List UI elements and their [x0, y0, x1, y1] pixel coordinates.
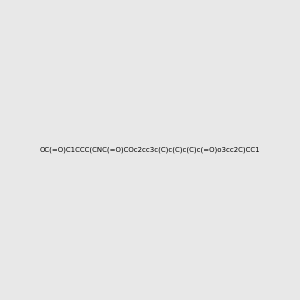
Text: OC(=O)C1CCC(CNC(=O)COc2cc3c(C)c(C)c(C)c(=O)o3cc2C)CC1: OC(=O)C1CCC(CNC(=O)COc2cc3c(C)c(C)c(C)c(… — [40, 147, 260, 153]
